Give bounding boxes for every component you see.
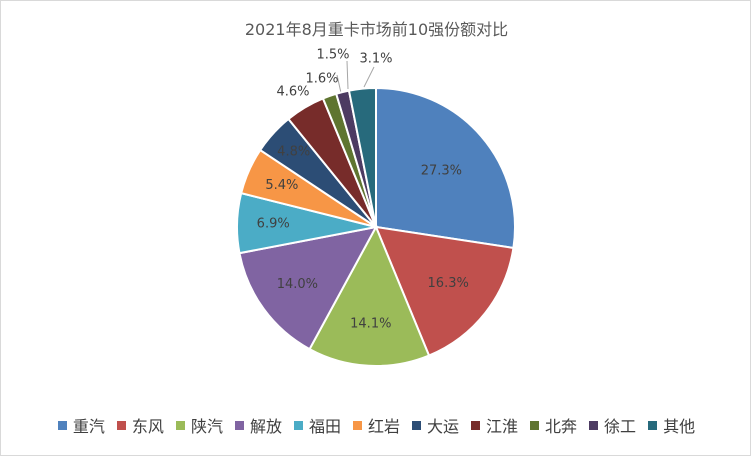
legend-label-6: 大运	[427, 417, 460, 436]
legend-label-1: 东风	[131, 417, 164, 436]
data-label-1: 16.3%	[428, 276, 469, 291]
legend-item-9: 徐工	[589, 413, 636, 437]
data-label-10: 3.1%	[359, 52, 392, 67]
pie-slice-10	[347, 86, 377, 228]
chart-title: 2021年8月重卡市场前10强份额对比	[244, 20, 509, 39]
data-label-8: 1.6%	[305, 72, 338, 87]
data-label-0: 27.3%	[421, 163, 462, 178]
pie-slice-3	[238, 225, 378, 351]
data-label-3: 14.0%	[277, 277, 318, 292]
legend-label-7: 江淮	[486, 417, 519, 436]
legend-item-0: 重汽	[57, 413, 105, 437]
data-label-6: 4.8%	[277, 145, 310, 160]
legend: 重汽 东风 陕汽 解放 福田 红岩 大运 江淮 北奔 徐工 其他	[1, 413, 751, 437]
legend-swatch-0	[57, 420, 67, 430]
legend-label-10: 其他	[663, 417, 696, 436]
legend-label-2: 陕汽	[190, 417, 223, 436]
legend-swatch-3	[234, 420, 244, 430]
legend-label-5: 红岩	[367, 417, 400, 436]
pie-slice-1	[374, 225, 515, 357]
legend-swatch-5	[352, 420, 362, 430]
data-label-5: 5.4%	[265, 178, 298, 193]
legend-swatch-10	[648, 420, 658, 430]
pie-slice-0	[375, 86, 516, 250]
legend-item-6: 大运	[412, 413, 459, 437]
legend-swatch-6	[412, 420, 421, 430]
legend-swatch-7	[471, 420, 481, 430]
data-label-2: 14.1%	[350, 317, 391, 332]
leader-line-8	[336, 74, 342, 94]
legend-swatch-8	[530, 420, 540, 430]
legend-label-9: 徐工	[604, 417, 637, 436]
legend-item-10: 其他	[648, 413, 695, 437]
legend-label-0: 重汽	[72, 417, 105, 436]
legend-item-5: 红岩	[352, 413, 400, 437]
leader-line-9	[346, 60, 349, 90]
legend-item-8: 北奔	[530, 413, 577, 437]
legend-item-3: 解放	[234, 413, 282, 437]
legend-item-7: 江淮	[471, 413, 518, 437]
leader-line-10	[363, 66, 375, 88]
legend-swatch-4	[293, 420, 303, 430]
data-label-7: 4.6%	[276, 85, 309, 100]
legend-label-8: 北奔	[545, 417, 578, 436]
legend-swatch-1	[116, 420, 126, 430]
legend-label-4: 福田	[308, 417, 341, 436]
legend-item-2: 陕汽	[175, 413, 223, 437]
legend-swatch-9	[589, 420, 599, 430]
pie-slice-2	[308, 224, 431, 367]
data-label-4: 6.9%	[257, 217, 290, 232]
legend-item-4: 福田	[293, 413, 341, 437]
legend-item-1: 东风	[116, 413, 164, 437]
data-label-9: 1.5%	[316, 48, 349, 63]
legend-swatch-2	[175, 420, 185, 430]
legend-label-3: 解放	[249, 417, 282, 436]
